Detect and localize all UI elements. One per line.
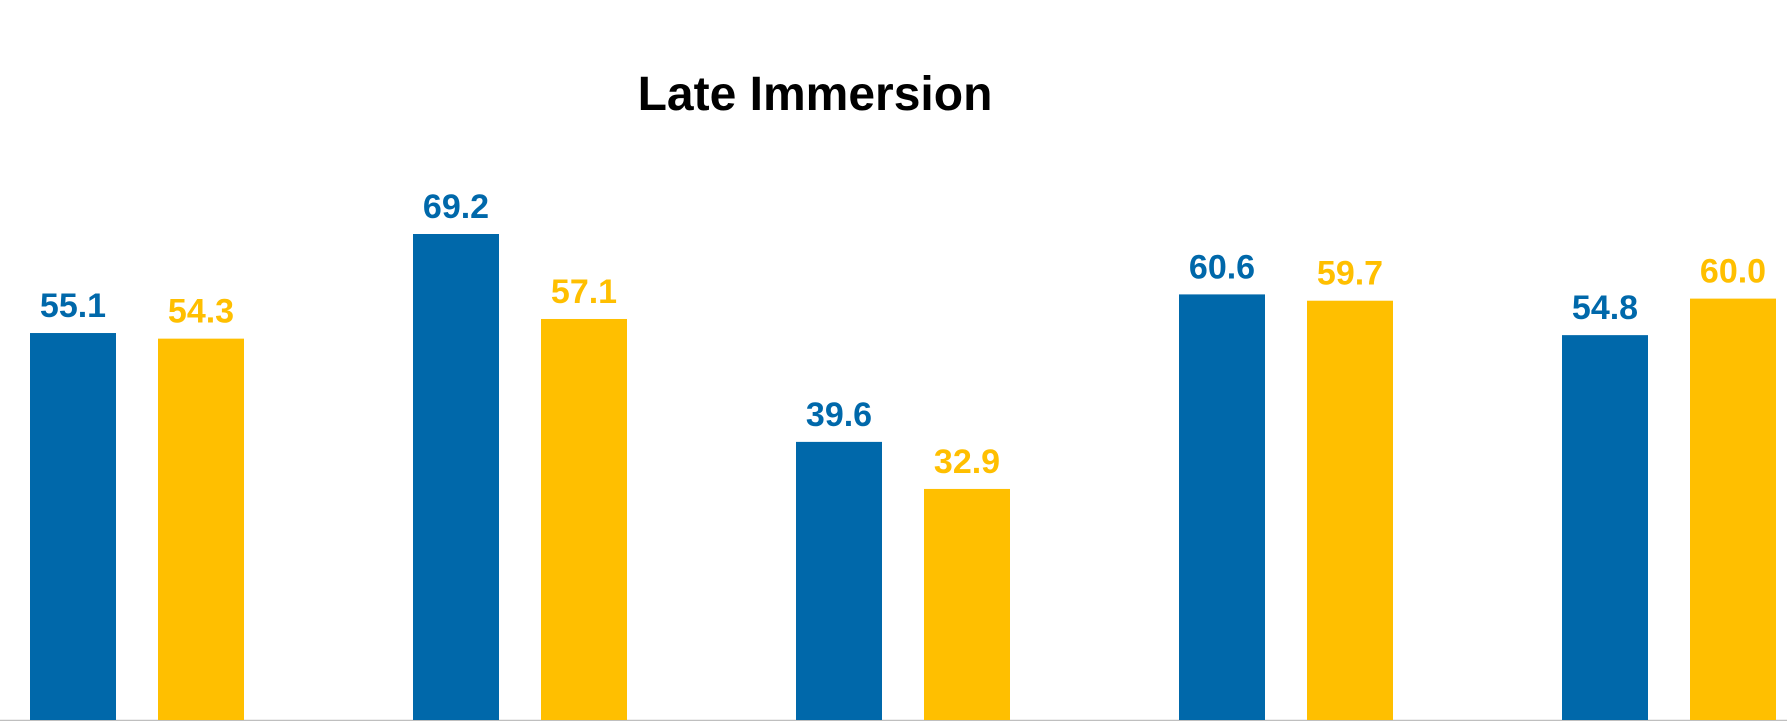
bar-series-1-group-3 [796, 441, 882, 720]
bar-series-1-group-5 [1562, 335, 1648, 720]
data-label-series-2-group-3: 32.9 [934, 443, 1000, 481]
data-label-series-1-group-1: 55.1 [40, 287, 106, 325]
plot-area: 55.1 69.2 39.6 60.6 54.8 54.3 57.1 32.9 59.7 60.0 [0, 188, 1787, 726]
data-label-series-2-group-4: 59.7 [1317, 255, 1383, 293]
data-label-series-2-group-2: 57.1 [551, 273, 617, 311]
bar-series-1-group-2 [413, 234, 499, 720]
bar-series-2-group-3 [924, 488, 1010, 720]
data-label-series-2-group-5: 60.0 [1700, 253, 1766, 291]
data-label-series-1-group-5: 54.8 [1572, 289, 1638, 327]
bar-series-2-group-2 [541, 318, 627, 720]
bar-series-1-group-1 [30, 333, 116, 720]
data-label-series-1-group-3: 39.6 [806, 396, 872, 434]
bar-series-2-group-5 [1690, 298, 1776, 720]
data-label-series-1-group-2: 69.2 [423, 188, 489, 226]
chart-title: Late Immersion [638, 68, 993, 121]
bar-series-2-group-1 [158, 338, 244, 720]
data-label-series-1-group-4: 60.6 [1189, 248, 1255, 286]
bar-series-1-group-4 [1179, 294, 1265, 720]
bar-series-2-group-4 [1307, 300, 1393, 720]
data-label-series-2-group-1: 54.3 [168, 293, 234, 331]
